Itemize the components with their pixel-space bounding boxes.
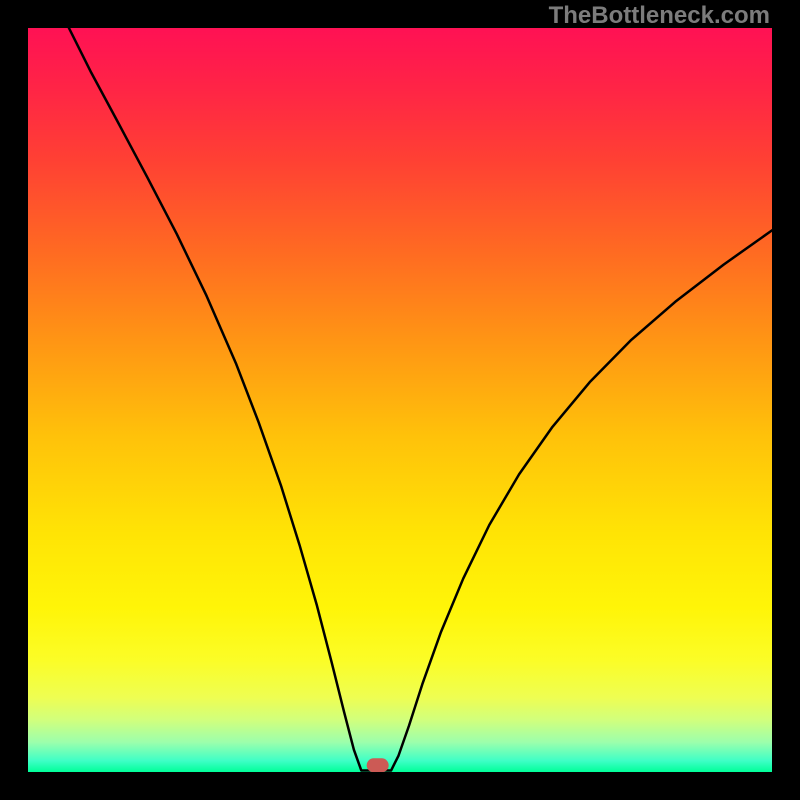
plot-area — [28, 28, 772, 772]
marker-pill — [367, 758, 389, 772]
chart-svg — [28, 28, 772, 772]
frame-border-right — [772, 0, 800, 800]
watermark-text: TheBottleneck.com — [549, 2, 770, 30]
bottleneck-curve — [69, 28, 772, 771]
frame-border-left — [0, 0, 28, 800]
frame-border-bottom — [0, 772, 800, 800]
